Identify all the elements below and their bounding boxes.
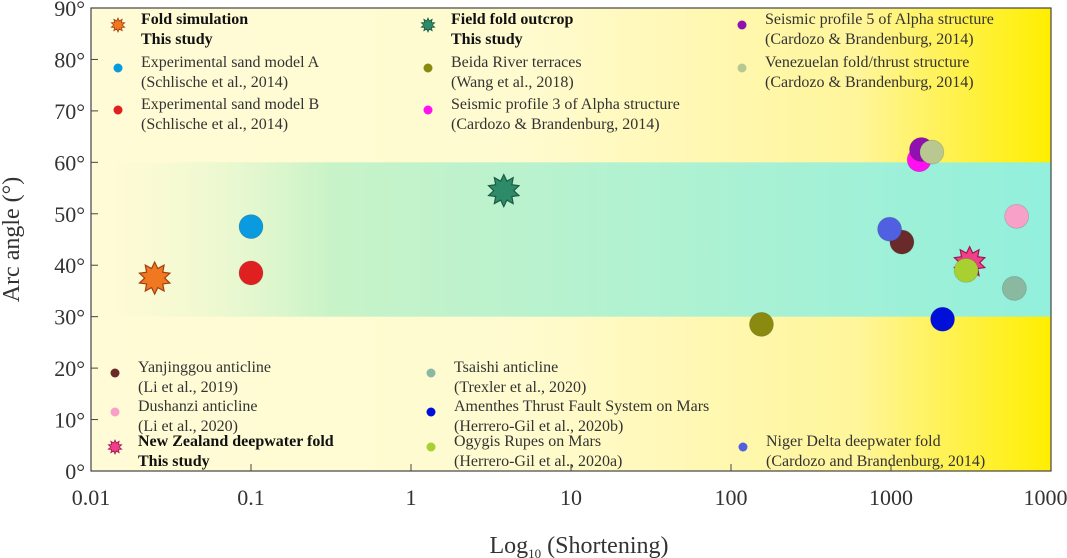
y-tick-label: 20° [54,356,85,381]
legend-label-line: (Cardozo & Brandenburg, 2014) [765,74,974,91]
legend-marker [737,20,747,30]
legend-label-line: This study [141,31,213,48]
y-tick-label: 30° [54,305,85,330]
legend-label-line: This study [451,31,523,48]
legend-item-yanjinggou-anticline-li-et-al-2019: Yanjinggou anticline (Li et al., 2019) [110,359,271,396]
legend-label-line: (Li et al., 2020) [138,418,238,435]
legend-marker [426,442,436,452]
y-tick-label: 40° [54,253,85,278]
legend-item-niger-delta-deepwater-fold-cardozo-and-b: Niger Delta deepwater fold (Cardozo and B… [738,433,985,470]
legend-label-line: (Schlische et al., 2014) [141,116,288,133]
legend-marker [423,105,433,115]
legend-marker [426,368,436,378]
legend-label-line: (Schlische et al., 2014) [141,74,288,91]
legend-label-line: Amenthes Thrust Fault System on Mars [454,398,709,415]
y-tick-label: 60° [54,150,85,175]
y-tick-label: 50° [54,202,85,227]
point-experimental-sand-model-b-schlische-et-a [238,260,264,286]
legend-item-venezuelan-fold-thrust-structure-cardozo: Venezuelan fold/thrust structure (Cardozo… [737,54,974,91]
legend-label-line: Beida River terraces [451,54,582,71]
point-dushanzi-anticline-li-et-al-2020 [1004,203,1030,229]
point-fold-simulation-this-study [138,260,172,296]
legend-item-field-fold-outcrop-this-study: Field fold outcrop This study [420,11,573,48]
x-tick-label: 100 [715,485,748,510]
legend-label-line: (Cardozo & Brandenburg, 2014) [765,31,974,48]
y-axis-title: Arc angle (°) [0,177,25,303]
x-axis-title-sub: 10 [528,546,541,558]
legend-label-line: Field fold outcrop [451,11,573,28]
legend-label-line: Yanjinggou anticline [138,359,271,376]
x-tick-label: 0.1 [237,485,265,510]
legend-label-line: (Trexler et al., 2020) [454,379,586,396]
legend-label-line: Ogygis Rupes on Mars [454,433,601,450]
legend-item-ogygis-rupes-on-mars-herrero-gil-et-al-2: Ogygis Rupes on Mars (Herrero-Gil et al.,… [426,433,622,470]
legend-label-line: Experimental sand model A [141,54,320,71]
legend-item-experimental-sand-model-b-schlische-et-a: Experimental sand model B (Schlische et a… [113,96,319,133]
legend-label-line: Seismic profile 5 of Alpha structure [765,11,994,28]
legend-label-line: Dushanzi anticline [138,398,258,415]
legend-item-seismic-profile-5-of-alpha-structure-car: Seismic profile 5 of Alpha structure (Car… [737,11,994,48]
point-niger-delta-deepwater-fold-cardozo-and-b [877,216,902,242]
y-tick-label: 80° [54,47,85,72]
legend-item-beida-river-terraces-wang-et-al-2018: Beida River terraces (Wang et al., 2018) [423,54,582,91]
legend-item-seismic-profile-3-of-alpha-structure-car: Seismic profile 3 of Alpha structure (Car… [423,96,680,133]
legend-label-line: Venezuelan fold/thrust structure [765,54,969,71]
legend-label-line: Fold simulation [141,11,248,28]
y-tick-label: 70° [54,99,85,124]
legend-item-new-zealand-deepwater-fold-this-study: New Zealand deepwater fold This study [107,433,334,470]
legend-item-amenthes-thrust-fault-system-on-mars-her: Amenthes Thrust Fault System on Mars (Her… [426,398,709,435]
y-tick-label: 90° [54,0,85,21]
legend-label-line: New Zealand deepwater fold [138,433,334,450]
legend-marker [420,16,436,34]
legend-item-tsaishi-anticline-trexler-et-al-2020: Tsaishi anticline (Trexler et al., 2020) [426,359,586,396]
x-tick-label: 1 [406,485,417,510]
legend-marker [113,105,123,115]
legend-marker [426,407,436,417]
legend-label-line: Tsaishi anticline [454,359,558,376]
y-tick-label: 0° [65,459,85,484]
legend-marker [110,16,126,34]
legend-label-line: Experimental sand model B [141,96,319,113]
legend-label-line: (Li et al., 2019) [138,379,238,396]
legend-label-line: (Herrero-Gil et al., 2020a) [454,453,622,470]
x-axis-title: Log10 (Shortening) [490,533,669,558]
x-axis-title-main: Log [490,533,529,558]
legend-label-line: (Cardozo & Brandenburg, 2014) [451,116,660,133]
point-amenthes-thrust-fault-system-on-mars-her [930,306,955,332]
point-ogygis-rupes-on-mars-herrero-gil-et-al-2 [953,257,979,283]
legend-marker [738,442,748,452]
legend-marker [113,63,123,73]
point-tsaishi-anticline-trexler-et-al-2020 [1001,275,1027,301]
point-venezuelan-fold-thrust-structure-cardozo [919,139,945,165]
x-tick-label: 10 [560,485,582,510]
legend-marker [423,63,433,73]
legend-item-dushanzi-anticline-li-et-al-2020: Dushanzi anticline (Li et al., 2020) [110,398,258,435]
legend-item-fold-simulation-this-study: Fold simulation This study [110,11,248,48]
legend-marker [110,407,120,417]
legend-label-line: (Cardozo and Brandenburg, 2014) [766,453,985,470]
point-experimental-sand-model-a-schlische-et-a [238,214,264,240]
legend-label-line: Seismic profile 3 of Alpha structure [451,96,680,113]
x-axis-title-rest: (Shortening) [541,533,668,558]
legend-item-experimental-sand-model-a-schlische-et-a: Experimental sand model A (Schlische et a… [113,54,320,91]
plot-frame [90,7,1052,472]
point-beida-river-terraces-wang-et-al-2018 [749,311,774,337]
legend-marker [737,63,747,73]
legend-label-line: Niger Delta deepwater fold [766,433,941,450]
x-tick-label: 1000 [869,485,913,510]
x-tick-label: 0.01 [72,485,111,510]
legend-marker [110,368,120,378]
point-field-fold-outcrop-this-study [487,173,521,209]
y-tick-label: 10° [54,408,85,433]
legend-label-line: (Wang et al., 2018) [451,74,574,91]
legend-label-line: (Herrero-Gil et al., 2020b) [454,418,623,435]
legend-label-line: This study [138,453,210,470]
legend-marker [107,438,123,456]
